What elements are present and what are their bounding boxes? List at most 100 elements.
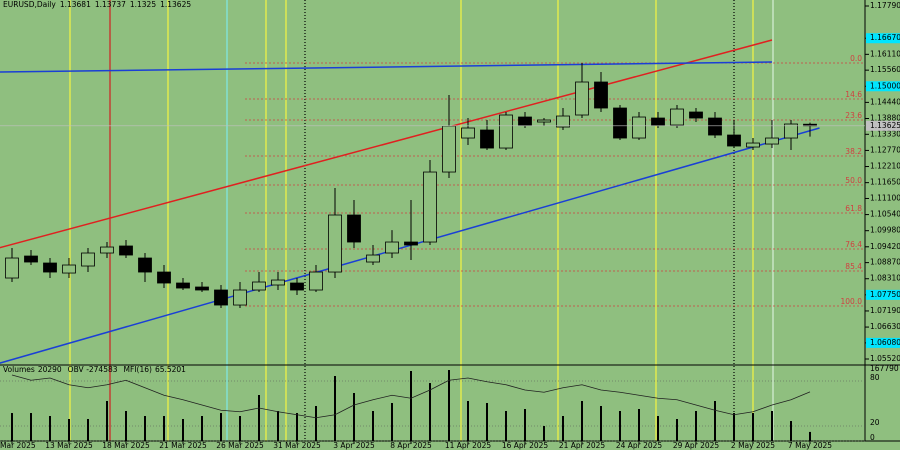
candle-body [176, 282, 190, 289]
candle-body [328, 214, 342, 273]
x-tick-label: 11 Apr 2025 [445, 441, 492, 450]
x-tick-label: 3 Apr 2025 [333, 441, 375, 450]
series-last: 65.5201 [155, 365, 186, 374]
y-tick-label: 1.17790 [870, 1, 900, 10]
x-tick-label: 31 Mar 2025 [273, 441, 321, 450]
y2-tick-label: 20 [870, 418, 880, 427]
candle-body [119, 245, 133, 256]
y-tick-label: 1.11100 [870, 193, 900, 202]
fib-label: 14.6 [845, 90, 862, 99]
y-tick-label: 1.15560 [870, 65, 900, 74]
y2-tick-label: 0 [870, 433, 875, 442]
chart-header: EURUSD,Daily 1.13681 1.13737 1.1325 1.13625 [3, 0, 191, 9]
obv-name: OBV [68, 365, 85, 374]
y-tick-label: 1.13880 [870, 113, 900, 122]
y-tick-label: 1.09420 [870, 242, 900, 251]
y-tick-label: 1.07190 [870, 306, 900, 315]
candle-body [746, 142, 760, 148]
y-tick-label: 167790 [870, 364, 899, 373]
y-tick-label: 1.05520 [870, 354, 900, 363]
fib-label: 50.0 [845, 176, 862, 185]
candle-body [347, 214, 361, 243]
candle-body [423, 171, 437, 243]
x-tick-label: Mar 2025 [0, 441, 36, 450]
candle-body [480, 129, 494, 149]
y-tick-highlight [866, 33, 900, 44]
y-tick-label: 1.16670 [870, 33, 900, 42]
candle-body [651, 117, 665, 126]
y-tick-label: 1.08870 [870, 258, 900, 267]
candle-body [727, 134, 741, 147]
candle-body [62, 264, 76, 274]
ohlc-open: 1.13681 [60, 0, 91, 9]
fib-label: 0.0 [850, 54, 862, 63]
ohlc-low: 1.1325 [130, 0, 156, 9]
x-tick-label: 2 May 2025 [731, 441, 775, 450]
fib-label: 23.6 [845, 111, 862, 120]
fib-label: 61.8 [845, 204, 862, 213]
candle-body [5, 257, 19, 279]
candle-body [366, 254, 380, 263]
ohlc-high: 1.13737 [95, 0, 126, 9]
candle-body [271, 279, 285, 286]
x-tick-label: 16 Apr 2025 [502, 441, 549, 450]
y-tick-label: 1.08310 [870, 274, 900, 283]
candle-body [385, 241, 399, 254]
candle-body [195, 286, 209, 291]
candle-body [556, 115, 570, 128]
candle-body [461, 127, 475, 139]
y-tick-label: 1.09980 [870, 226, 900, 235]
x-tick-label: 21 Apr 2025 [559, 441, 606, 450]
y-tick-label: 1.12770 [870, 145, 900, 154]
current-price-box [866, 120, 900, 131]
x-tick-label: 7 May 2025 [788, 441, 832, 450]
y-tick-label: 1.15000 [870, 81, 900, 90]
candle-body [43, 262, 57, 273]
indicator-header: Volumes 20290 OBV -274583 MFI(16) 65.5201 [3, 365, 186, 374]
candle-body [613, 107, 627, 139]
candle-body [708, 117, 722, 136]
candle-body [632, 116, 646, 139]
x-tick-label: 8 Apr 2025 [390, 441, 432, 450]
trendline [0, 39, 773, 249]
candle-body [214, 289, 228, 306]
candle-body [252, 281, 266, 291]
trendline [0, 61, 773, 73]
candle-body [575, 81, 589, 116]
fib-label: 100.0 [841, 297, 863, 306]
candle-body [81, 252, 95, 267]
trendline [0, 127, 820, 364]
candle-body [784, 123, 798, 139]
y-tick-highlight [866, 337, 900, 348]
candle-body [537, 119, 551, 123]
x-tick-label: 21 Mar 2025 [159, 441, 207, 450]
candle-body [518, 116, 532, 126]
candle-body [442, 125, 456, 173]
y-tick-label: 1.13330 [870, 129, 900, 138]
candle-body [100, 246, 114, 254]
x-tick-label: 26 Mar 2025 [216, 441, 264, 450]
y-tick-label: 1.07750 [870, 290, 900, 299]
candle-body [404, 241, 418, 246]
y2-tick-label: 80 [870, 373, 880, 382]
candle-body [765, 137, 779, 145]
candle-body [24, 255, 38, 263]
y-tick-label: 1.06630 [870, 322, 900, 331]
candle-body [594, 81, 608, 109]
fib-label: 38.2 [845, 147, 862, 156]
candle-body [309, 271, 323, 291]
candle-body [670, 108, 684, 126]
candle-body [138, 257, 152, 273]
obv-value: -274583 [86, 365, 118, 374]
series-name: MFI(16) [124, 365, 152, 374]
candle-body [157, 271, 171, 284]
session-markers [69, 0, 774, 441]
fib-label: 85.4 [845, 262, 862, 271]
symbol: EURUSD,Daily [3, 0, 56, 9]
y-tick-label: 1.11650 [870, 178, 900, 187]
series-last: 20290 [38, 365, 62, 374]
candle-body [689, 111, 703, 119]
candle-body [233, 289, 247, 306]
y-tick-highlight [866, 289, 900, 300]
